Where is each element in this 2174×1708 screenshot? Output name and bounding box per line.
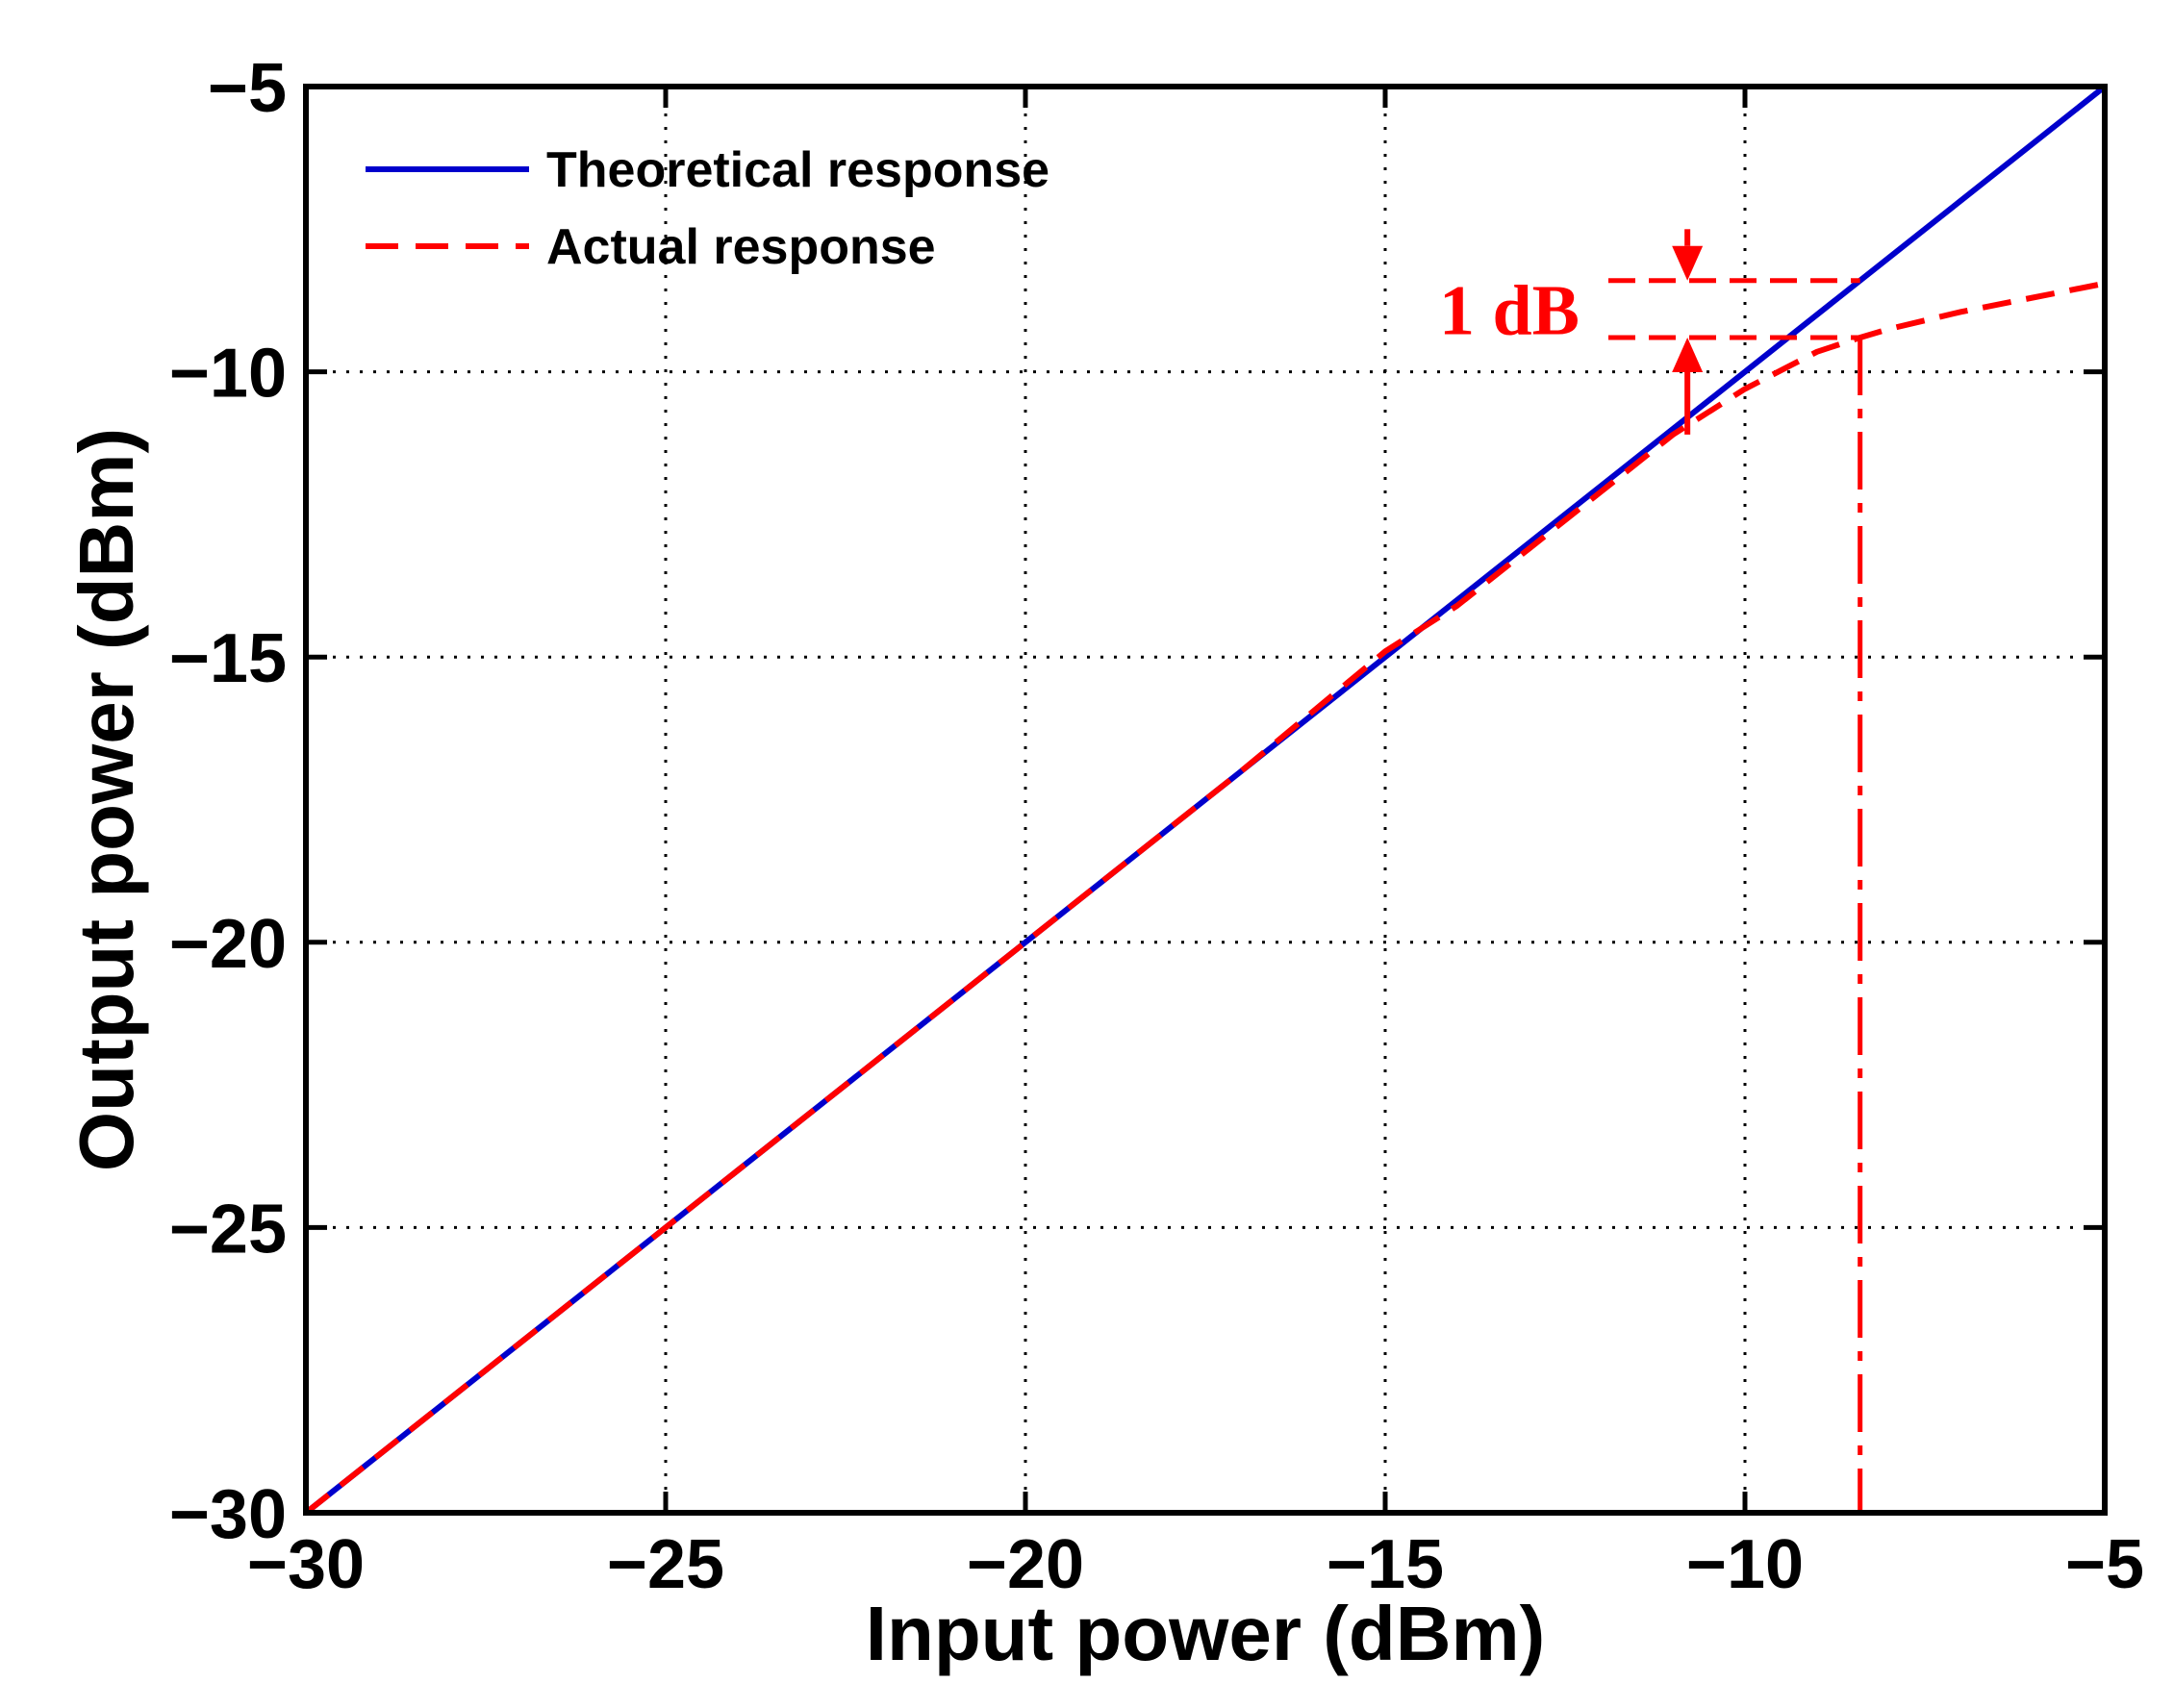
y-axis-title: Output power (dBm) (63, 428, 149, 1171)
y-tick-label: −10 (169, 336, 287, 413)
x-axis-title: Input power (dBm) (866, 1591, 1546, 1676)
y-tick-label: −5 (208, 50, 287, 127)
series-actual-line (304, 280, 2106, 1516)
ticks: −30 −25 −20 −15 −10 −5 −30 −25 −20 −15 −10 −5 (169, 50, 2144, 1603)
series-theoretical-line (304, 84, 2107, 1516)
x-tick-label: −15 (1327, 1526, 1444, 1603)
legend-label-actual: Actual response (546, 219, 936, 275)
y-tick-label: −15 (169, 620, 287, 697)
arrow-down-head (1672, 245, 1704, 281)
x-tick-label: −25 (607, 1526, 724, 1603)
x-tick-label: −20 (967, 1526, 1084, 1603)
arrow-up-head (1672, 338, 1704, 373)
legend-label-theoretical: Theoretical response (546, 142, 1049, 198)
compression-annotation (1608, 229, 1863, 1513)
x-tick-label: −30 (247, 1526, 365, 1603)
plot-frame (303, 84, 2108, 1516)
y-tick-label: −30 (169, 1476, 287, 1553)
legend: Theoretical response Actual response (366, 142, 1049, 275)
series-layer (304, 84, 2107, 1516)
y-tick-label: −20 (169, 906, 287, 983)
x-tick-label: −5 (2065, 1526, 2144, 1603)
compression-label: 1 dB (1439, 271, 1580, 350)
x-tick-label: −10 (1686, 1526, 1804, 1603)
y-tick-label: −25 (169, 1191, 287, 1268)
